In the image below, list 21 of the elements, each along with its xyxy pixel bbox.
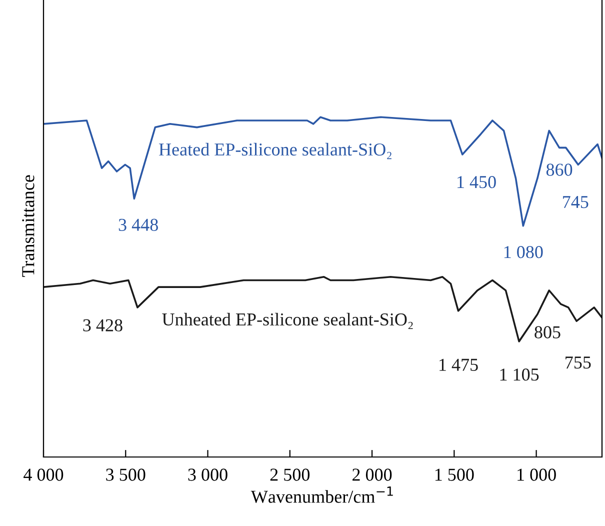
annotation: 745 [563,196,588,208]
annotation: 3 448 [118,218,158,231]
annotation: 755 [566,356,591,369]
annotation: 860 [546,164,572,176]
annotation: 1 105 [500,368,539,381]
x-tick-label: 4 000 [24,468,64,481]
x-tick-label: 1 500 [435,468,474,481]
annotation: 1 450 [458,176,496,188]
x-axis-title: Wavenumber/cm$^{−1}$ [250,486,393,503]
y-axis-title: Transmittance [22,175,34,277]
x-tick-label: 1 000 [518,468,556,481]
x-tick-label: 3 000 [188,468,228,481]
x-tick-label: 3 500 [106,468,146,481]
annotation: 1 475 [440,358,478,371]
annotation: 1 080 [504,246,543,258]
x-tick-label: 2 500 [270,468,310,481]
annotation: 3 428 [83,319,122,332]
series-label: Heated EP-silicone sealant-SiO₂ [159,142,392,160]
series-label: Unheated EP-silicone sealant-SiO₂ [162,312,413,330]
x-tick-label: 2 000 [352,468,392,481]
annotation: 805 [534,326,560,338]
